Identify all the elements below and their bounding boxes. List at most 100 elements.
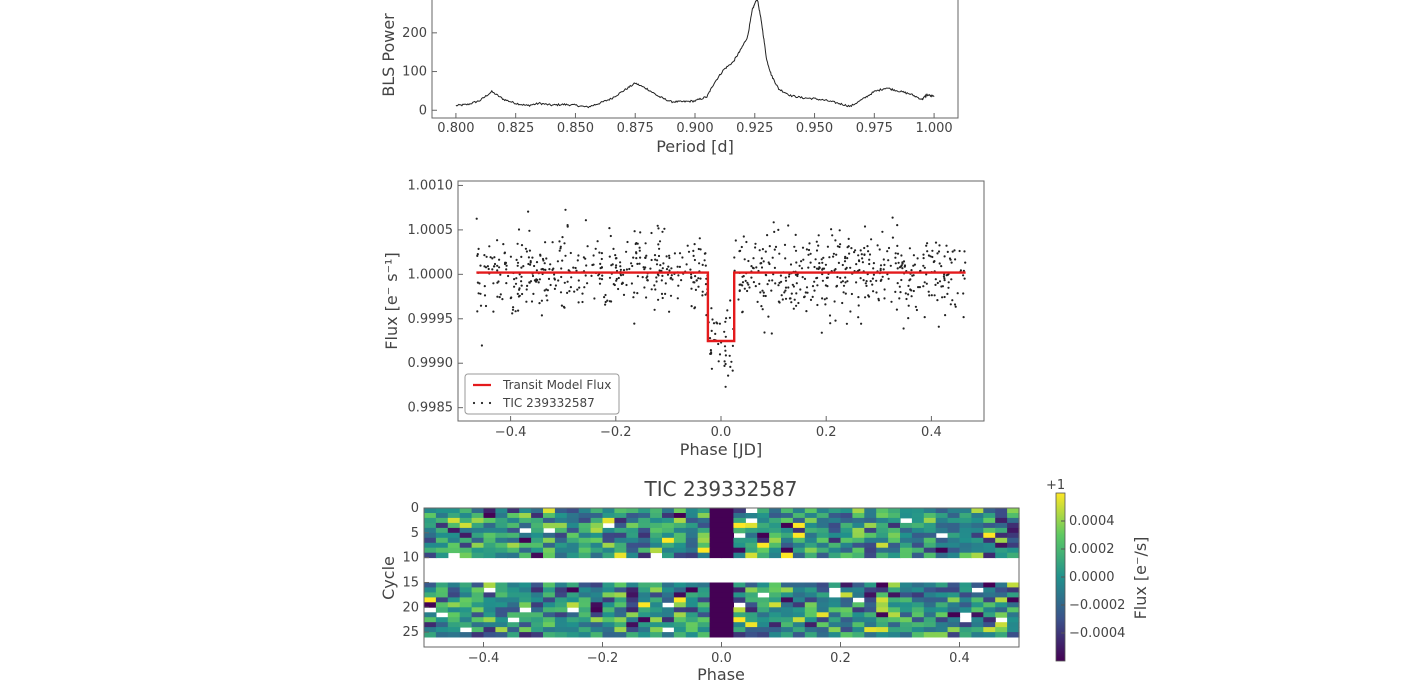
river-cell xyxy=(888,592,901,598)
lightcurve-point xyxy=(748,286,751,289)
river-cell xyxy=(757,622,770,628)
lightcurve-point xyxy=(480,344,483,347)
lightcurve-point xyxy=(783,291,786,294)
lightcurve-point xyxy=(761,248,765,251)
lightcurve-point xyxy=(904,292,907,295)
river-cell xyxy=(745,537,758,544)
lightcurve-point xyxy=(516,261,520,264)
lightcurve-point xyxy=(738,289,741,292)
river-cell xyxy=(566,537,580,544)
river-cell xyxy=(614,508,627,514)
lightcurve-point xyxy=(895,308,899,311)
river-cell xyxy=(435,587,449,593)
river-cell xyxy=(435,537,449,544)
river-cell xyxy=(662,587,675,593)
river-cell xyxy=(781,622,794,628)
river-cell xyxy=(531,537,544,544)
lightcurve-point xyxy=(639,256,642,259)
lightcurve-point xyxy=(798,264,801,267)
lightcurve-point xyxy=(643,286,646,289)
river-cell xyxy=(602,513,615,519)
river-cell xyxy=(554,547,568,554)
lightcurve-point xyxy=(678,252,682,255)
river-cell xyxy=(531,592,544,598)
lightcurve-point xyxy=(837,261,841,264)
lightcurve-point xyxy=(698,262,701,265)
river-cell xyxy=(816,542,830,549)
lightcurve-point xyxy=(516,264,519,267)
river-cell xyxy=(959,513,972,519)
lightcurve-point xyxy=(803,295,806,298)
periodogram-panel: 0.800 0.825 0.850 0.875 0.900 0.925 0.950 0.975… xyxy=(379,0,959,156)
river-cell xyxy=(709,617,723,623)
lightcurve-point xyxy=(560,267,563,270)
river-cell xyxy=(900,592,913,598)
periodogram-xtick-label: 0.900 xyxy=(676,121,713,136)
river-cell xyxy=(566,627,580,633)
lightcurve-point xyxy=(844,292,847,295)
river-cell xyxy=(507,627,520,633)
river-cell xyxy=(650,537,663,544)
lightcurve-point xyxy=(692,249,695,252)
lightcurve-point xyxy=(491,257,494,260)
river-cell xyxy=(685,602,699,608)
river-cell xyxy=(685,508,699,514)
river-cell xyxy=(471,547,485,554)
river-cell xyxy=(650,532,663,539)
lightcurve-point xyxy=(826,276,829,279)
river-cell xyxy=(495,592,508,598)
river-cell xyxy=(971,627,984,633)
river-cell xyxy=(721,622,734,628)
river-cell xyxy=(792,522,806,529)
lightcurve-point xyxy=(867,250,870,253)
lightcurve-point xyxy=(483,285,486,288)
lightcurve-point xyxy=(638,262,641,265)
lightcurve-point xyxy=(857,316,860,319)
river-cell xyxy=(769,592,782,598)
river-cell xyxy=(769,542,782,549)
lightcurve-point xyxy=(493,256,496,259)
river-cell xyxy=(424,622,437,628)
lightcurve-point xyxy=(573,290,576,293)
river-cell xyxy=(459,592,473,598)
lightcurve-point xyxy=(621,282,624,285)
river-cell xyxy=(995,622,1008,628)
lightcurve-point xyxy=(697,285,700,288)
river-cell xyxy=(638,517,651,524)
river-cell xyxy=(876,632,889,638)
lightcurve-point xyxy=(712,322,716,325)
lightcurve-point xyxy=(839,243,842,246)
river-cell xyxy=(792,602,806,608)
river-cell xyxy=(769,627,782,633)
river-cell xyxy=(590,607,604,613)
lightcurve-point xyxy=(879,269,882,272)
lightcurve-point xyxy=(622,293,626,296)
river-cell xyxy=(507,592,520,598)
river-cell xyxy=(923,617,937,623)
river-cell xyxy=(531,607,544,613)
river-cell xyxy=(602,508,615,514)
lightcurve-point xyxy=(783,243,787,246)
river-cell xyxy=(900,587,913,593)
river-cell xyxy=(935,537,949,544)
river-cell xyxy=(435,617,449,623)
river-cell xyxy=(959,517,972,524)
lightcurve-xtick-label: 0.2 xyxy=(816,425,837,440)
lightcurve-point xyxy=(515,277,518,280)
lightcurve-point xyxy=(773,266,777,269)
lightcurve-point xyxy=(903,265,906,268)
river-cell xyxy=(757,542,770,549)
lightcurve-ytick-label: 0.9990 xyxy=(408,356,454,371)
lightcurve-point xyxy=(951,299,954,302)
river-cell xyxy=(852,527,865,534)
river-cell xyxy=(435,552,449,559)
river-cell xyxy=(638,592,651,598)
lightcurve-point xyxy=(842,284,846,287)
river-cell xyxy=(638,587,651,593)
river-cell xyxy=(662,617,675,623)
lightcurve-point xyxy=(549,263,552,266)
lightcurve-point xyxy=(525,288,528,291)
river-cell xyxy=(983,627,996,633)
lightcurve-point xyxy=(882,258,885,261)
